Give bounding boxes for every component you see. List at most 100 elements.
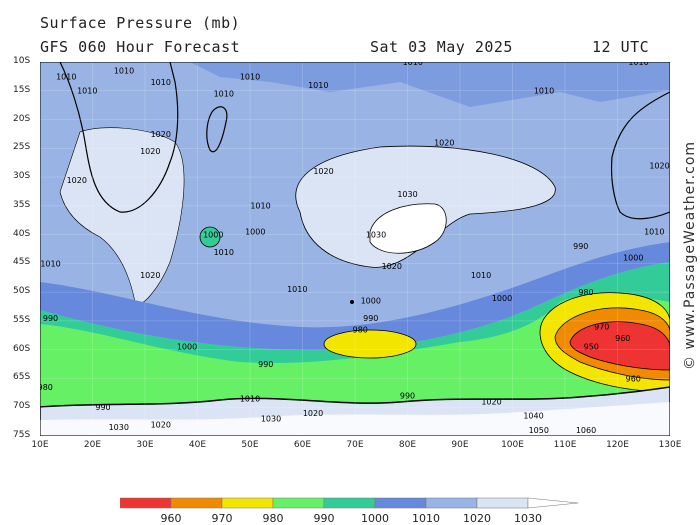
legend-swatch [323,497,376,509]
isobar-label: 980 [353,325,368,334]
isobar-label: 980 [578,288,593,297]
isobar-label: 1030 [109,423,129,432]
lat-label: 20S [13,113,31,124]
isobar-label: 990 [363,314,378,323]
legend-swatch [374,497,427,509]
isobar-label: 1010 [151,78,171,87]
isobar-label: 1020 [382,262,402,271]
legend-swatch [120,497,172,509]
lon-label: 10E [31,440,49,450]
isobar-label: 990 [258,360,273,369]
isobar-label: 1010 [534,87,554,96]
isobar-label: 1020 [140,271,160,280]
isobar-label: 1000 [177,343,197,352]
lat-label: 40S [13,228,31,239]
isobar-label: 960 [626,374,641,383]
map-title: Surface Pressure (mb) [40,14,241,32]
isobar-label: 1030 [366,230,386,239]
isobar-label: 1010 [250,202,270,211]
watermark: © www.PassageWeather.com [682,140,698,370]
legend-swatch [272,497,325,509]
lon-label: 120E [606,440,629,450]
isobar-label: 1010 [240,394,260,403]
isobar-label: 990 [573,242,588,251]
lon-label: 40E [188,440,207,450]
isobar-label: 1010 [471,271,491,280]
australia-coast [610,91,670,220]
isobar-label: 980 [40,383,53,392]
isobar-label: 1020 [313,167,333,176]
pressure-map: 1010 1010 1010 1010 1010 1010 1010 1010 1010 1010… [40,62,670,436]
isobar-label: 1020 [151,130,171,139]
lat-label: 10S [13,56,31,66]
band-1010-north [190,62,670,107]
color-legend [120,497,579,509]
madagascar [206,106,228,153]
legend-label: 1000 [361,512,389,525]
isobar-label: 950 [584,343,599,352]
isobar-label: 1050 [529,426,549,435]
legend-swatch [170,497,223,509]
lat-label: 15S [13,84,31,95]
isobar-label: 970 [594,323,609,332]
lat-label: 55S [13,314,31,325]
high-pressure-core [369,203,447,254]
forecast-subtitle: GFS 060 Hour Forecast [40,38,241,56]
graticule [40,62,670,436]
lon-label: 130E [658,440,682,450]
forecast-date: Sat 03 May 2025 [370,38,513,56]
lon-label: 110E [553,440,577,450]
isobar-label: 990 [400,392,415,401]
isobar-label: 1010 [308,81,328,90]
lat-label: 65S [13,372,31,383]
legend-label: 1020 [463,512,491,525]
legend-label: 990 [313,512,335,525]
isobar-label: 1010 [287,285,307,294]
isobar-label: 1010 [214,90,234,99]
isobar-label: 1030 [397,190,417,199]
lat-label: 60S [13,343,31,354]
isobar-label: 990 [43,314,58,323]
legend-label: 970 [211,512,233,525]
lat-label: 75S [13,430,31,440]
isobar-label: 990 [95,403,110,412]
isobar-label: 1020 [140,147,160,156]
lon-label: 20E [83,440,102,450]
lat-label: 70S [13,401,31,412]
isobar-label: 1010 [114,67,134,76]
forecast-time: 12 UTC [592,38,650,56]
isobar-label: 1020 [151,420,171,429]
legend-label: 980 [262,512,284,525]
lon-label: 100E [501,440,524,450]
legend-label: 1010 [412,512,440,525]
isobar-label: 1030 [261,415,281,424]
lat-label: 50S [13,286,31,297]
pressure-map-canvas: 1010101010101010101010101010101010101010… [40,62,670,436]
isobar-label: 960 [615,334,630,343]
lon-label: 30E [136,440,154,450]
small-low-1000 [199,226,221,248]
isobar-label: 1060 [576,426,596,435]
isobar-label: 1000 [245,228,265,237]
lat-label: 45S [13,257,31,268]
lon-label: 70E [346,440,364,450]
lat-label: 25S [13,142,31,153]
low-960 [569,321,670,371]
isobar-label: 1010 [214,248,234,257]
isobar-label: 1010 [56,72,76,81]
lon-label: 60E [293,440,312,450]
legend-swatch [221,497,274,509]
legend-swatch [425,497,478,509]
isobar-label: 1000 [623,254,643,263]
isobar-label: 1020 [649,161,669,170]
legend-swatch-arrow [527,497,579,509]
isobar-labels: 1010101010101010101010101010101010101010… [40,62,670,435]
legend-swatch [476,497,529,509]
isobar-label: 1010 [40,259,60,268]
isobar-label: 1010 [644,228,664,237]
isobar-label: 1010 [403,62,423,67]
isobar-label: 1000 [492,294,512,303]
lon-label: 90E [451,440,469,450]
isobar-label: 1010 [77,87,97,96]
lon-label: 80E [398,440,417,450]
